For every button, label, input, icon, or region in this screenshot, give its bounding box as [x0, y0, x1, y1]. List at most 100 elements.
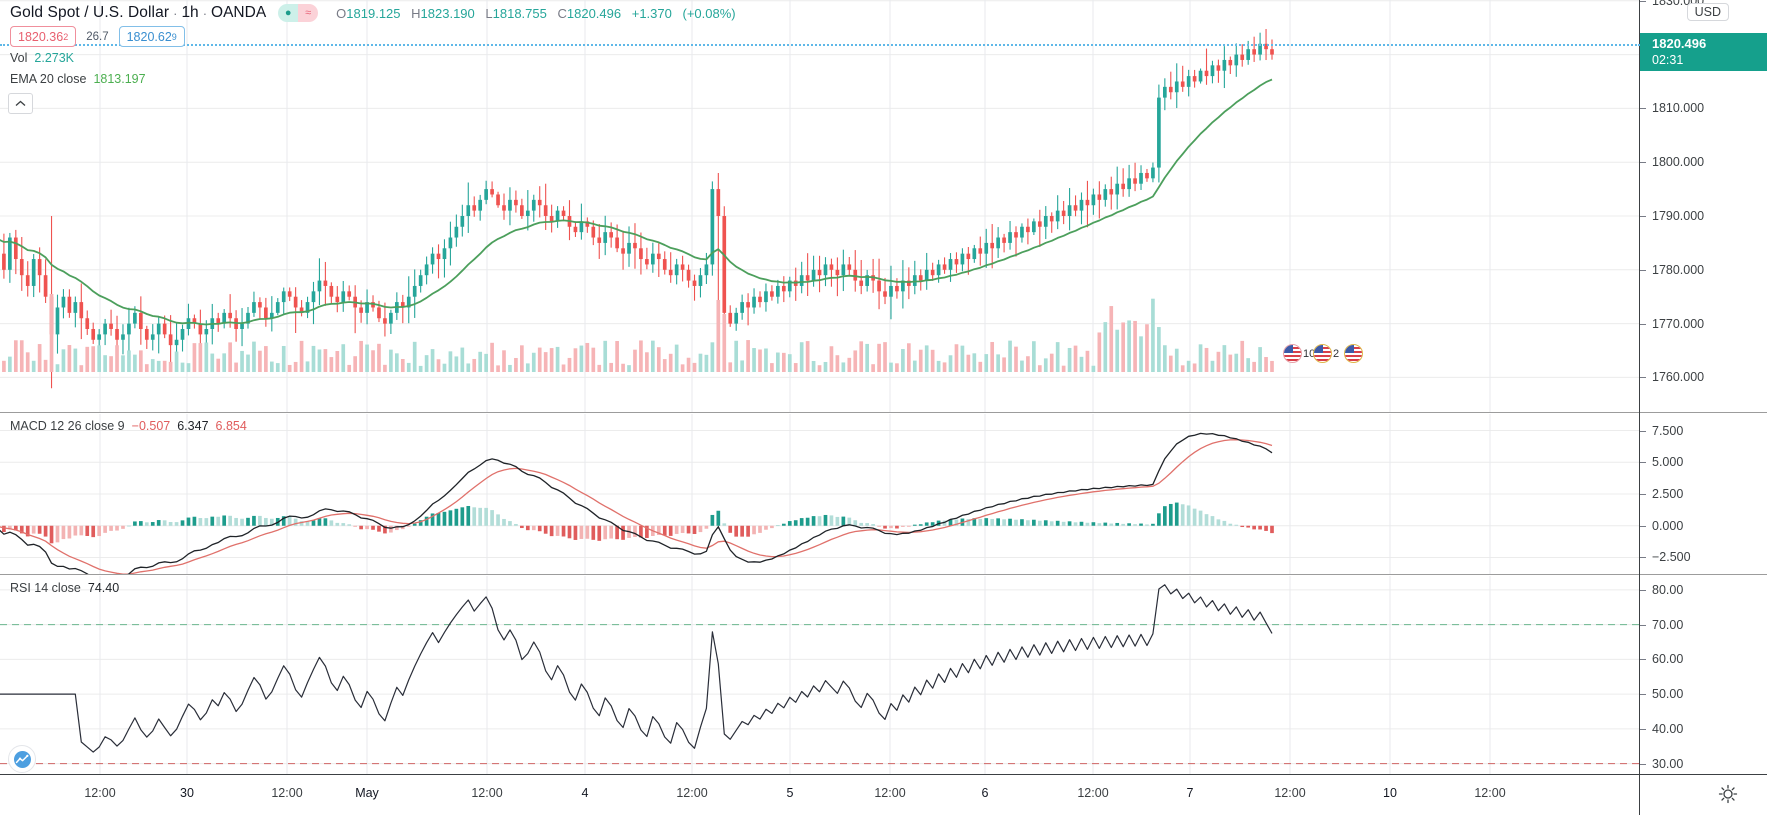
us-flag-icon	[1283, 344, 1302, 363]
rsi-axis-label: 40.00	[1652, 721, 1684, 736]
current-price-value: 1820.496	[1652, 36, 1707, 51]
chart-provider-logo[interactable]	[8, 745, 36, 773]
bid-price-badge[interactable]: 1820.36 2	[10, 26, 77, 47]
price-axis-tick	[1640, 108, 1646, 110]
interval-label[interactable]: 1h	[181, 4, 199, 21]
price-axis[interactable]: 1830.0001820.0001810.0001800.0001790.000…	[1639, 0, 1767, 774]
macd-legend-label: MACD 12 26 close 9	[10, 419, 125, 433]
axis-separator-2	[1640, 574, 1767, 575]
price-axis-label: 1770.000	[1652, 316, 1705, 331]
price-axis-label: 1760.000	[1652, 370, 1705, 385]
rsi-pane[interactable]	[0, 576, 1640, 774]
us-flag-icon	[1313, 344, 1332, 363]
time-axis-divider	[1639, 775, 1640, 815]
time-axis-label: 7	[1186, 786, 1194, 800]
ask-price-badge[interactable]: 1820.62 9	[118, 26, 185, 47]
axis-separator-1	[1640, 412, 1767, 413]
price-axis-tick	[1640, 0, 1646, 2]
exchange-label[interactable]: OANDA	[211, 4, 267, 21]
bid-price-value: 1820.36	[18, 29, 64, 44]
volume-legend[interactable]: Vol 2.273K	[10, 47, 743, 68]
rsi-chart-canvas[interactable]	[0, 576, 1640, 774]
ask-price-value: 1820.62	[126, 29, 172, 44]
price-axis-label: 1800.000	[1652, 155, 1705, 170]
macd-pane[interactable]	[0, 414, 1640, 574]
time-axis-label: 12:00	[874, 786, 906, 800]
price-pane[interactable]	[0, 0, 1640, 412]
data-source-toggle[interactable]: ● ≈	[278, 4, 319, 22]
time-axis-label: 12:00	[676, 786, 708, 800]
time-axis-label: 12:00	[1274, 786, 1306, 800]
rsi-axis-tick	[1640, 624, 1646, 626]
economic-event-marker-1[interactable]: 10	[1283, 344, 1315, 363]
macd-axis-label: 2.500	[1652, 487, 1684, 501]
macd-axis-label: 0.000	[1652, 518, 1684, 533]
price-axis-tick	[1640, 269, 1646, 271]
macd-legend-value-3: 6.854	[215, 419, 247, 433]
chart-legend: Gold Spot / U.S. Dollar · 1h · OANDA ● ≈…	[10, 2, 743, 89]
macd-axis-tick	[1640, 462, 1646, 464]
gear-icon	[1718, 784, 1738, 804]
legend-separator-2: ·	[202, 5, 208, 21]
time-axis-label: 12:00	[471, 786, 503, 800]
price-axis-tick	[1640, 377, 1646, 379]
economic-event-count-2: 2	[1333, 347, 1340, 360]
ohlc-close-value: 1820.496	[566, 5, 622, 21]
current-price-badge[interactable]: 1820.496 02:31	[1640, 33, 1767, 71]
ohlc-high-label: H	[411, 5, 421, 21]
economic-event-marker-3[interactable]	[1344, 344, 1363, 363]
bar-countdown: 02:31	[1652, 53, 1684, 67]
time-axis-label: 12:00	[1474, 786, 1506, 800]
rsi-axis-tick	[1640, 763, 1646, 765]
time-axis-label: 12:00	[271, 786, 303, 800]
price-axis-label: 1810.000	[1652, 101, 1705, 116]
ema-legend-value: 1813.197	[93, 71, 146, 86]
time-axis-label: 10	[1383, 786, 1397, 800]
symbol-legend-row: Gold Spot / U.S. Dollar · 1h · OANDA ● ≈…	[10, 2, 743, 24]
rsi-legend[interactable]: RSI 14 close 74.40	[10, 581, 126, 595]
ask-price-sup: 9	[171, 31, 177, 42]
macd-legend[interactable]: MACD 12 26 close 9 −0.507 6.347 6.854	[10, 419, 254, 433]
volume-legend-label: Vol	[10, 50, 28, 65]
legend-separator-1: ·	[173, 5, 178, 21]
spread-value: 26.7	[86, 30, 109, 43]
rsi-legend-label: RSI 14 close	[10, 581, 81, 595]
price-axis-tick	[1640, 216, 1646, 217]
pane-separator-macd-rsi[interactable]	[0, 574, 1767, 575]
current-price-line	[0, 44, 1640, 46]
ema-legend[interactable]: EMA 20 close 1813.197	[10, 68, 743, 89]
rsi-legend-value: 74.40	[87, 581, 120, 595]
macd-axis-tick	[1640, 494, 1646, 495]
economic-event-marker-2[interactable]: 2	[1313, 344, 1339, 363]
time-axis-label: 12:00	[84, 786, 116, 800]
source-delayed-icon[interactable]: ≈	[298, 4, 319, 22]
volume-legend-value: 2.273K	[34, 50, 75, 65]
rsi-axis-tick	[1640, 694, 1646, 696]
macd-legend-value-2: 6.347	[177, 419, 209, 433]
macd-chart-canvas[interactable]	[0, 414, 1640, 574]
pane-separator-price-macd[interactable]	[0, 412, 1767, 413]
ohlc-open-label: O	[336, 5, 347, 21]
price-axis-label: 1830.000	[1652, 0, 1705, 8]
time-axis-label: 6	[981, 786, 989, 800]
time-axis-label: May	[355, 786, 379, 800]
symbol-name[interactable]: Gold Spot / U.S. Dollar	[10, 4, 170, 21]
bid-ask-row: 1820.36 2 26.7 1820.62 9	[10, 26, 743, 47]
time-axis[interactable]: 12:00 30 12:00 May 12:00 4 12:00 5 12:00 6 12:00 7 1…	[0, 774, 1767, 815]
price-axis-label: 1790.000	[1652, 209, 1705, 223]
ohlc-change-pct: (+0.08%)	[682, 5, 736, 21]
ohlc-close-label: C	[557, 5, 567, 21]
rsi-axis-label: 80.00	[1652, 582, 1684, 597]
chart-cloud-icon	[13, 750, 31, 768]
ohlc-low-label: L	[485, 5, 493, 21]
price-chart-canvas[interactable]	[0, 0, 1640, 412]
chevron-up-icon	[15, 100, 26, 106]
collapse-legend-button[interactable]	[8, 93, 33, 114]
source-live-icon[interactable]: ●	[278, 4, 299, 22]
chart-settings-button[interactable]	[1717, 783, 1739, 805]
ohlc-high-value: 1823.190	[420, 5, 475, 21]
economic-event-count-1: 10	[1303, 347, 1316, 360]
currency-badge[interactable]: USD	[1686, 3, 1729, 21]
rsi-axis-label: 50.00	[1652, 687, 1684, 702]
price-axis-tick	[1640, 162, 1646, 164]
